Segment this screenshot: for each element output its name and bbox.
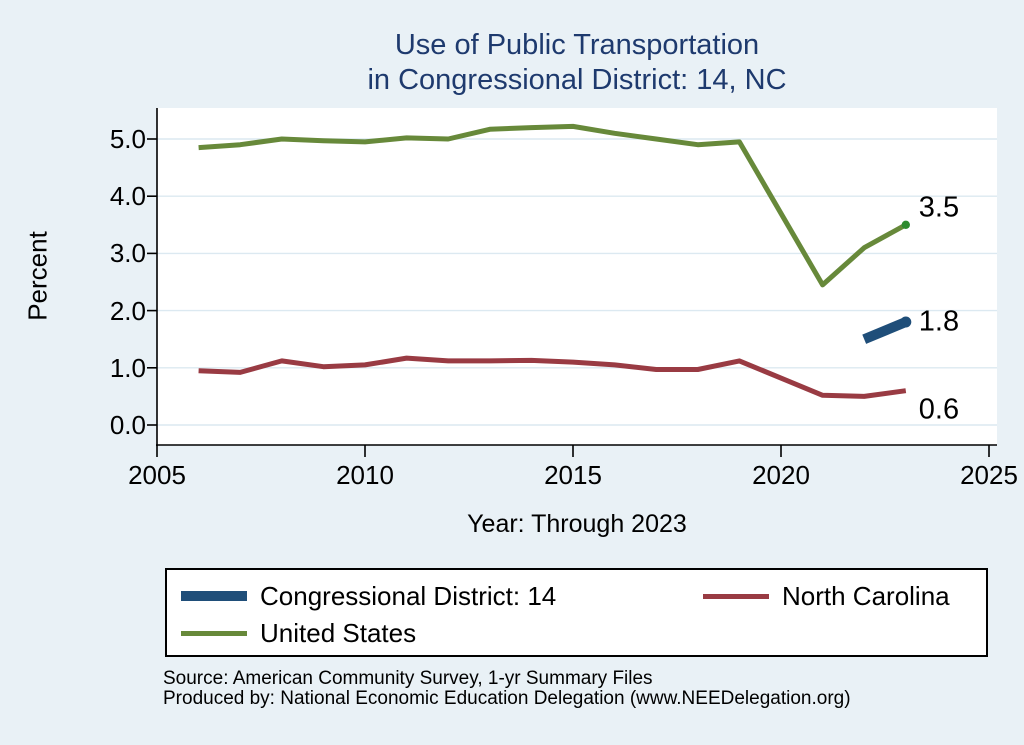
producer-line: Produced by: National Economic Education… (163, 687, 851, 709)
x-axis-title: Year: Through 2023 (467, 510, 687, 538)
chart-title: Use of Public Transportation in Congress… (130, 28, 1024, 98)
chart-title-line1: Use of Public Transportation (394, 29, 760, 61)
y-tick-label-3.0: 3.0 (109, 238, 146, 269)
chart-title-line2: in Congressional District: 14, NC (367, 64, 787, 96)
legend-label-united-states: United States (260, 617, 417, 648)
legend: Congressional District: 14 North Carolin… (165, 568, 988, 657)
y-tick-label-2.0: 2.0 (109, 295, 146, 326)
y-axis-title: Percent (22, 231, 53, 321)
series-end-label-1.8: 1.8 (918, 305, 960, 338)
legend-swatch-united-states (181, 630, 247, 636)
x-tick-label-2010: 2010 (336, 460, 394, 490)
x-tick-label-2025: 2025 (960, 460, 1018, 490)
legend-item-north-carolina: North Carolina (703, 580, 950, 611)
x-tick-label-2005: 2005 (128, 460, 186, 490)
x-tick-label-2015: 2015 (544, 460, 602, 490)
series-end-label-3.5: 3.5 (918, 191, 960, 224)
legend-item-united-states: United States (181, 617, 417, 648)
legend-swatch-congressional-district-14 (181, 591, 247, 601)
series-end-label-0.6: 0.6 (918, 393, 960, 426)
series-line-united-states (198, 123, 908, 288)
series-line-north-carolina (198, 355, 907, 399)
y-tick-label-1.0: 1.0 (109, 352, 146, 383)
series-end-dot-congressional-district-14 (900, 316, 912, 328)
legend-label-congressional-district-14: Congressional District: 14 (260, 580, 557, 611)
plot-background (157, 108, 997, 445)
source-note: Source: American Community Survey, 1-yr … (163, 669, 851, 708)
source-line: Source: American Community Survey, 1-yr … (163, 668, 653, 689)
y-tick-label-5.0: 5.0 (109, 124, 146, 154)
y-tick-label-4.0: 4.0 (109, 181, 146, 212)
x-tick-label-2020: 2020 (752, 460, 810, 490)
legend-item-congressional-district-14: Congressional District: 14 (181, 580, 557, 611)
legend-swatch-north-carolina (703, 593, 769, 599)
legend-label-north-carolina: North Carolina (782, 580, 950, 611)
series-end-dot-united-states (901, 220, 910, 229)
y-tick-label-0.0: 0.0 (109, 410, 146, 440)
series-line-congressional-district-14 (862, 317, 908, 344)
